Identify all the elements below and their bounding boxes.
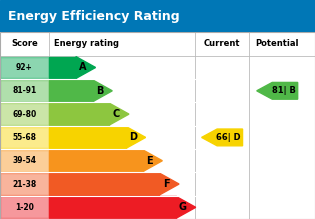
Text: 81| B: 81| B [272,86,296,95]
Bar [0,196,49,218]
Text: 21-38: 21-38 [12,180,37,189]
Bar [49,196,176,218]
Bar [49,80,93,102]
Bar [0,173,49,195]
Bar [0,127,49,148]
Polygon shape [93,80,112,102]
Polygon shape [76,57,95,78]
Text: C: C [112,109,120,119]
Bar [0,150,49,172]
Text: 1-20: 1-20 [15,203,34,212]
Bar [49,127,126,148]
Text: 66| D: 66| D [216,133,241,142]
Polygon shape [257,82,298,99]
Polygon shape [126,127,146,148]
Polygon shape [176,196,196,218]
Text: 55-68: 55-68 [12,133,37,142]
Text: 81-91: 81-91 [12,86,37,95]
Text: 39-54: 39-54 [12,156,37,165]
Polygon shape [109,103,129,125]
Bar [49,173,159,195]
Text: F: F [163,179,169,189]
Bar [49,150,143,172]
Bar [49,103,109,125]
Bar [0,57,49,78]
Text: 92+: 92+ [16,63,33,72]
Text: D: D [129,132,137,142]
Polygon shape [143,150,162,172]
Bar [0,103,49,125]
Text: G: G [179,202,187,212]
Text: E: E [146,156,153,166]
Bar [49,57,76,78]
Bar [0,80,49,102]
Text: Potential: Potential [255,39,299,48]
Text: B: B [96,86,103,96]
Text: Energy rating: Energy rating [54,39,118,48]
Text: Energy Efficiency Rating: Energy Efficiency Rating [8,10,180,23]
Text: 69-80: 69-80 [12,110,37,119]
Polygon shape [159,173,179,195]
Text: Current: Current [204,39,240,48]
Text: A: A [79,62,87,72]
Polygon shape [202,129,243,146]
Text: Score: Score [11,39,38,48]
